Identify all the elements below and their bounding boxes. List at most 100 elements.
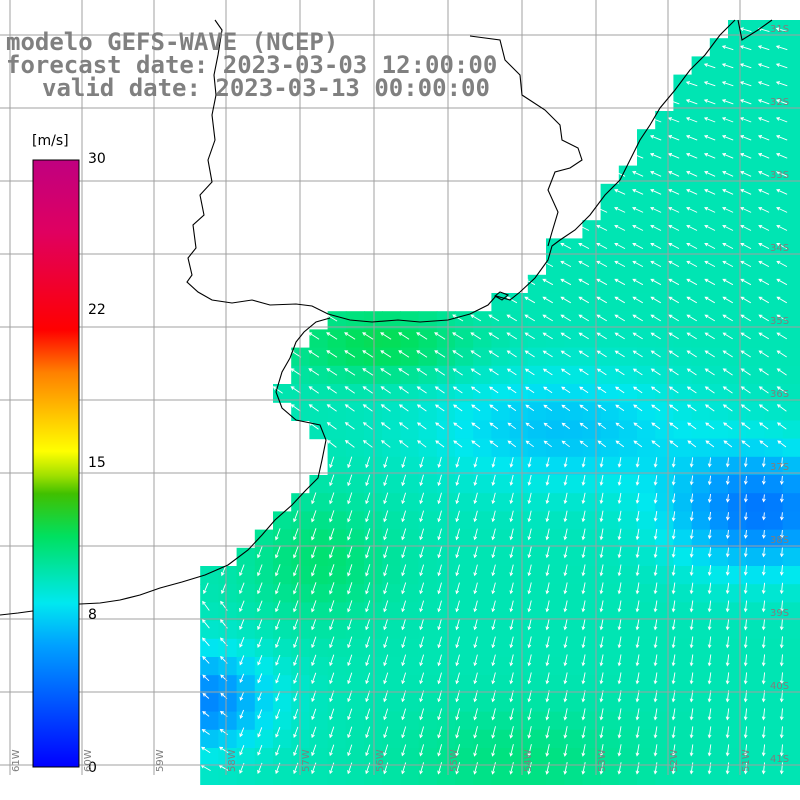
wind-arrow	[689, 547, 694, 558]
wind-cell	[564, 511, 583, 531]
wind-cell	[200, 675, 219, 694]
wind-arrow	[383, 726, 389, 739]
wind-arrow	[542, 278, 554, 286]
wind-arrow	[740, 242, 752, 249]
wind-arrow	[614, 278, 626, 286]
wind-arrow	[239, 727, 245, 738]
wind-arrow	[365, 474, 371, 487]
wind-arrow	[542, 350, 553, 358]
wind-cell	[600, 675, 620, 694]
wind-arrow	[561, 386, 571, 394]
wind-arrow	[491, 474, 496, 487]
wind-arrow	[685, 117, 698, 123]
wind-arrow	[275, 528, 281, 541]
longitude-label: 51W	[741, 749, 752, 772]
wind-cell	[491, 420, 511, 440]
wind-arrow	[757, 45, 770, 51]
wind-cell	[728, 602, 747, 622]
wind-cell	[764, 92, 784, 112]
wind-arrow	[362, 332, 374, 340]
longitude-label: 59W	[155, 749, 166, 772]
wind-arrow	[668, 171, 680, 177]
wind-cell	[400, 384, 420, 403]
wind-arrow	[581, 528, 586, 541]
wind-arrow	[579, 422, 588, 430]
wind-arrow	[671, 564, 676, 577]
wind-arrow	[473, 492, 478, 505]
wind-arrow	[617, 492, 622, 505]
wind-cell	[309, 766, 329, 785]
wind-cell	[764, 74, 784, 94]
wind-arrow	[596, 314, 608, 322]
wind-cell	[655, 602, 674, 622]
wind-arrow	[401, 546, 407, 559]
wind-arrow	[614, 332, 625, 340]
wind-arrow	[365, 744, 371, 757]
wind-cell	[746, 620, 765, 640]
wind-arrow	[491, 762, 496, 775]
wind-arrow	[491, 672, 496, 685]
longitude-label: 56W	[375, 749, 386, 772]
wind-arrow	[488, 314, 500, 322]
wind-arrow	[329, 528, 335, 541]
wind-arrow	[311, 744, 317, 757]
wind-arrow	[491, 492, 496, 505]
wind-cell	[709, 329, 729, 349]
wind-cell	[200, 766, 219, 785]
wind-cell	[600, 365, 620, 385]
wind-arrow	[563, 582, 568, 595]
wind-arrow	[581, 457, 586, 468]
wind-arrow	[599, 654, 604, 667]
wind-arrow	[491, 726, 496, 739]
wind-arrow	[525, 404, 535, 412]
wind-arrow	[686, 368, 697, 376]
wind-arrow	[509, 636, 514, 649]
wind-cell	[691, 566, 711, 585]
wind-cell	[655, 584, 674, 603]
wind-arrow	[725, 547, 730, 558]
wind-cell	[709, 729, 729, 749]
wind-cell	[637, 220, 656, 239]
wind-cell	[382, 420, 401, 440]
wind-cell	[327, 602, 347, 622]
wind-arrow	[563, 636, 568, 649]
wind-arrow	[401, 582, 407, 595]
wind-arrow	[398, 350, 410, 358]
wind-arrow	[689, 762, 694, 775]
wind-arrow	[419, 564, 425, 577]
wind-cell	[527, 511, 547, 531]
wind-cell	[218, 675, 238, 694]
wind-arrow	[543, 386, 553, 394]
wind-arrow	[455, 762, 461, 775]
wind-cell	[691, 675, 711, 694]
wind-arrow	[617, 457, 622, 468]
wind-cell	[637, 511, 656, 531]
wind-arrow	[743, 672, 748, 685]
wind-arrow	[671, 457, 676, 468]
wind-arrow	[668, 332, 679, 340]
wind-arrow	[671, 636, 676, 649]
wind-cell	[600, 493, 620, 512]
wind-cell	[509, 602, 529, 622]
wind-arrow	[362, 422, 373, 430]
wind-arrow	[599, 762, 604, 775]
title-model: modelo GEFS-WAVE (NCEP)	[6, 28, 339, 56]
wind-cell	[746, 511, 765, 531]
wind-arrow	[344, 386, 355, 394]
wind-cell	[637, 202, 656, 221]
wind-arrow	[775, 117, 788, 123]
wind-arrow	[347, 618, 353, 631]
wind-arrow	[563, 528, 568, 541]
colorbar-tick-30: 30	[88, 151, 106, 167]
wind-arrow	[470, 386, 481, 394]
wind-arrow	[632, 350, 643, 358]
wind-cell	[637, 311, 656, 330]
wind-cell	[691, 202, 711, 221]
wind-arrow	[398, 404, 409, 412]
wind-arrow	[651, 404, 661, 412]
wind-cell	[691, 365, 711, 385]
wind-cell	[527, 329, 547, 349]
wind-arrow	[347, 582, 353, 595]
latitude-label: 36S	[770, 389, 790, 400]
wind-arrow	[527, 654, 532, 667]
